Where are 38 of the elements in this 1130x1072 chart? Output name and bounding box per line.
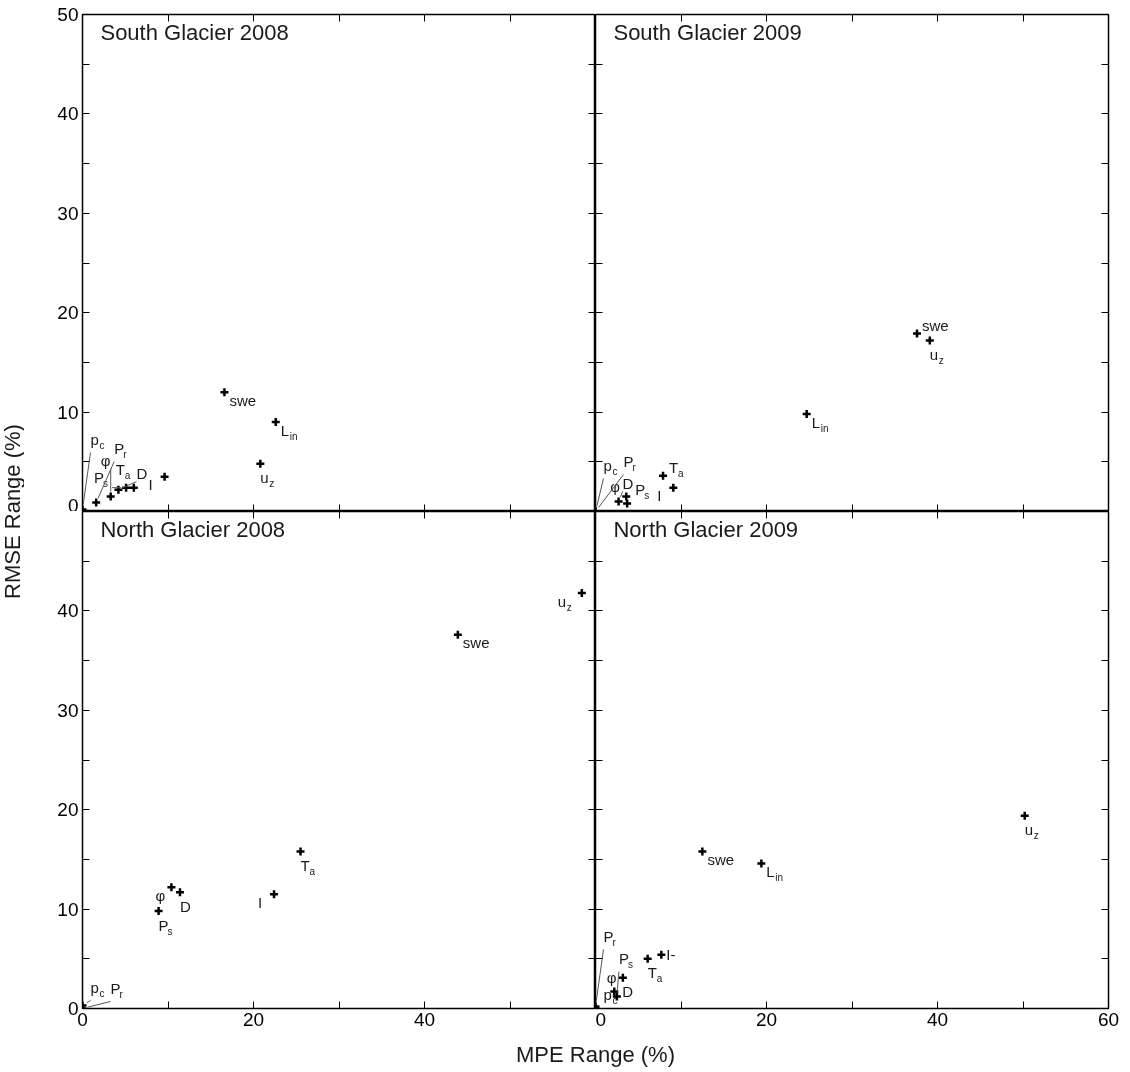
y-tick-label: 50 — [57, 4, 79, 25]
annotation: I — [657, 487, 662, 505]
annotation: I- — [666, 946, 676, 964]
annotation: I — [148, 476, 153, 494]
y-tick-label: 0 — [67, 494, 79, 516]
chart-title: South Glacier 2008 — [100, 20, 289, 46]
x-tick-label: 20 — [242, 1008, 265, 1030]
annotation: swe — [707, 850, 735, 868]
y-tick-label: 40 — [57, 103, 79, 125]
x-tick-label: 0 — [595, 1008, 607, 1030]
annotation: swe — [229, 391, 257, 409]
y-tick-label: 10 — [57, 401, 79, 423]
x-tick-label: 20 — [755, 1008, 778, 1030]
chart-title: North Glacier 2008 — [100, 517, 286, 543]
chart-title: North Glacier 2009 — [613, 517, 799, 543]
annotation: D — [136, 465, 148, 483]
annotation: φ — [606, 969, 617, 987]
y-tick-label: 10 — [57, 898, 79, 920]
annotation: swe — [462, 634, 490, 652]
annotation: φ — [155, 886, 166, 904]
y-tick-label: 30 — [57, 699, 79, 721]
x-axis-title: MPE Range (%) — [516, 1042, 675, 1067]
annotation: I — [258, 893, 263, 911]
annotation: φ — [100, 452, 111, 470]
annotation: swe — [921, 317, 949, 335]
x-tick-label: 40 — [413, 1008, 436, 1030]
annotation: D — [622, 475, 634, 493]
x-tick-label: 40 — [926, 1008, 949, 1030]
annotation: D — [179, 897, 191, 915]
annotation: D — [622, 983, 634, 1001]
y-tick-label: 30 — [57, 202, 79, 224]
y-axis-title: RMSE Range (%) — [0, 424, 25, 599]
chart-title: South Glacier 2009 — [613, 20, 802, 46]
y-tick-label: 20 — [57, 799, 79, 821]
annotation: φ — [610, 478, 621, 496]
x-tick-label: 60 — [1097, 1008, 1120, 1030]
y-tick-label: 40 — [57, 600, 79, 622]
y-tick-label: 20 — [57, 302, 79, 324]
